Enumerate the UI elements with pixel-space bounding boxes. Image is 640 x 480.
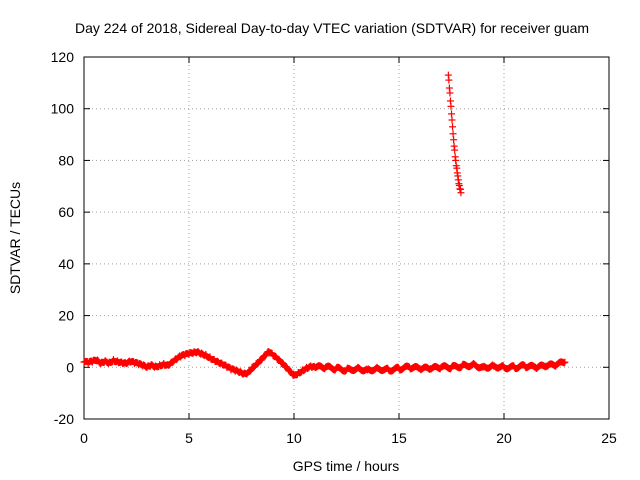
data-point [448,110,455,118]
x-tick-label: 0 [80,430,88,446]
data-point [449,123,457,131]
data-point [447,102,455,110]
data-point [445,76,453,84]
y-tick-label: 120 [51,49,75,65]
data-series [80,71,569,379]
y-tick-label: 80 [58,152,74,168]
y-tick-label: 100 [51,101,75,117]
x-axis-label: GPS time / hours [293,458,400,474]
chart-title: Day 224 of 2018, Sidereal Day-to-day VTE… [75,20,589,36]
x-tick-label: 5 [185,430,193,446]
x-tick-label: 20 [496,430,512,446]
data-point [446,89,454,97]
plot-frame [83,56,610,420]
axis-ticks: 0 5 10 15 20 25 -20 0 20 40 60 80 100 120 [51,49,617,446]
y-axis-label: SDTVAR / TECUs [7,182,23,294]
data-point [245,367,253,375]
data-point [457,189,465,197]
y-tick-label: 60 [58,204,74,220]
y-tick-label: -20 [54,411,74,427]
data-point [448,116,456,124]
data-point [450,136,458,144]
y-tick-label: 0 [66,359,74,375]
y-tick-label: 20 [58,308,74,324]
x-tick-label: 10 [286,430,302,446]
y-tick-label: 40 [58,256,74,272]
data-point [560,359,568,367]
x-tick-label: 15 [391,430,407,446]
x-tick-label: 25 [601,430,617,446]
data-point [561,358,569,366]
data-point [449,130,457,138]
data-point [250,363,258,371]
grid [84,57,609,419]
data-point [451,146,459,154]
